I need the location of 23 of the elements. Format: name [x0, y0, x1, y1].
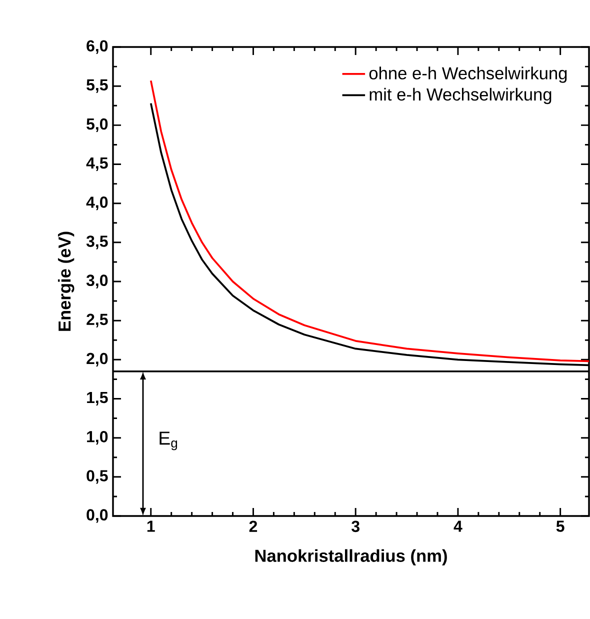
y-axis-title: Energie (eV) — [58, 232, 74, 331]
y-tick-label: 3,0 — [86, 274, 108, 288]
x-axis-title: Nanokristallradius (nm) — [255, 549, 447, 566]
annotation: E$_{g}$ — [160, 432, 178, 450]
x-tick-label: 1 — [147, 520, 155, 532]
y-tick-label: 3,5 — [86, 236, 108, 250]
legend-label: mit e-h Wechselwirkung — [370, 88, 552, 104]
y-tick-label: 2,5 — [86, 314, 108, 328]
legend-label: ohne e-h Wechselwirkung — [369, 66, 567, 83]
y-tick-label: 5,0 — [86, 118, 108, 132]
y-tick-label: 0,5 — [86, 470, 108, 484]
y-tick-label: 5,5 — [86, 79, 108, 93]
y-tick-label: 0,0 — [86, 509, 108, 523]
y-tick-label: 4,5 — [86, 158, 108, 171]
y-tick-label: 6,0 — [86, 40, 108, 54]
y-tick-label: 2,0 — [86, 352, 108, 366]
y-tick-label: 4,0 — [86, 196, 108, 210]
x-tick-label: 3 — [352, 520, 360, 532]
y-tick-label: 1,0 — [87, 431, 108, 445]
y-tick-label: 1,5 — [87, 392, 108, 406]
x-tick-label: 4 — [454, 520, 462, 532]
x-tick-label: 2 — [249, 520, 258, 532]
x-tick-label: 5 — [556, 520, 564, 532]
